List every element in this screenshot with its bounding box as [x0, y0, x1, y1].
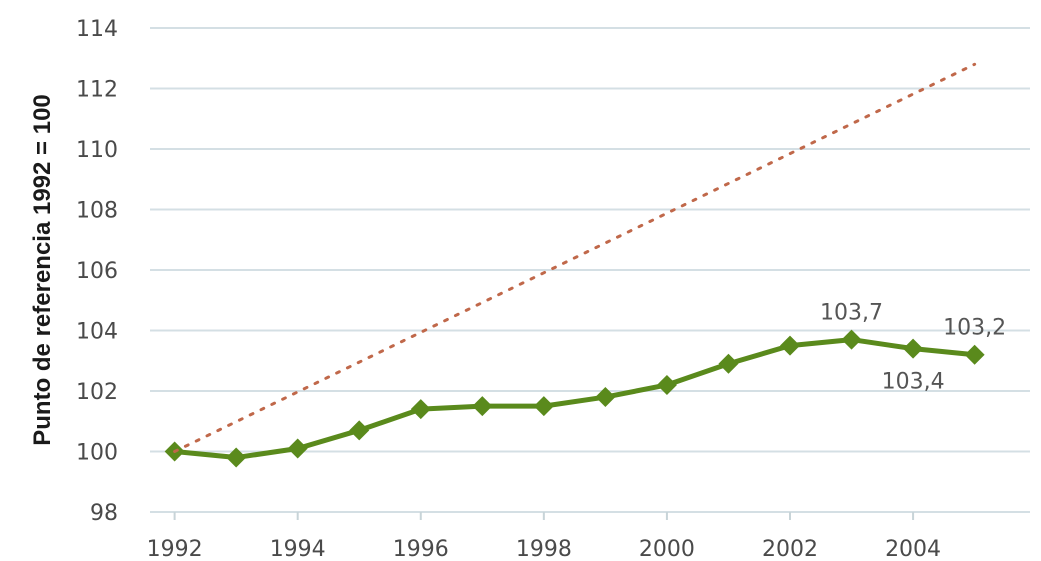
y-tick-label-102: 102	[76, 380, 118, 405]
data-labels: 103,7 103,4 103,2	[820, 301, 1006, 395]
x-tick-label-1994: 1994	[270, 537, 326, 561]
y-tick-label-112: 112	[76, 78, 118, 103]
series-layer	[164, 62, 985, 468]
y-tick-label-100: 100	[76, 441, 118, 466]
data-point-2003	[841, 329, 862, 350]
y-tick-label-98: 98	[90, 501, 118, 526]
y-axis-title: Punto de referencia 1992 = 100	[29, 94, 56, 446]
x-tick-label-2002: 2002	[762, 537, 818, 561]
data-point-2000	[656, 374, 677, 395]
data-label-2004: 103,4	[882, 370, 945, 395]
x-tick-label-1996: 1996	[393, 537, 449, 561]
data-point-2001	[718, 353, 739, 374]
y-tick-label-106: 106	[76, 259, 118, 284]
y-tick-label-114: 114	[76, 17, 118, 42]
index-line	[174, 337, 975, 461]
data-point-2004	[903, 338, 924, 359]
x-tick-label-1992: 1992	[147, 537, 203, 561]
y-tick-label-108: 108	[76, 199, 118, 224]
data-point-2005	[964, 344, 985, 365]
data-point-2002	[780, 335, 800, 356]
data-label-2005: 103,2	[943, 316, 1006, 341]
data-point-1999	[595, 387, 616, 408]
data-point-1993	[226, 447, 247, 468]
y-axis-ticks: 98 100 102 104 106 108 110 112 114	[76, 17, 118, 526]
x-tick-label-1998: 1998	[516, 537, 572, 561]
target-trend-line	[173, 62, 977, 453]
data-point-1995	[349, 420, 370, 441]
x-axis-ticks: 1992 1994 1996 1998 2000 2002 2004	[147, 512, 941, 561]
data-point-1996	[410, 399, 431, 420]
data-label-2003: 103,7	[820, 301, 883, 326]
data-point-1997	[472, 396, 493, 417]
y-tick-label-110: 110	[76, 138, 118, 163]
y-tick-label-104: 104	[76, 320, 118, 345]
data-point-1994	[287, 438, 308, 459]
x-tick-label-2004: 2004	[885, 537, 941, 561]
x-tick-label-2000: 2000	[639, 537, 695, 561]
data-point-1998	[533, 396, 554, 417]
